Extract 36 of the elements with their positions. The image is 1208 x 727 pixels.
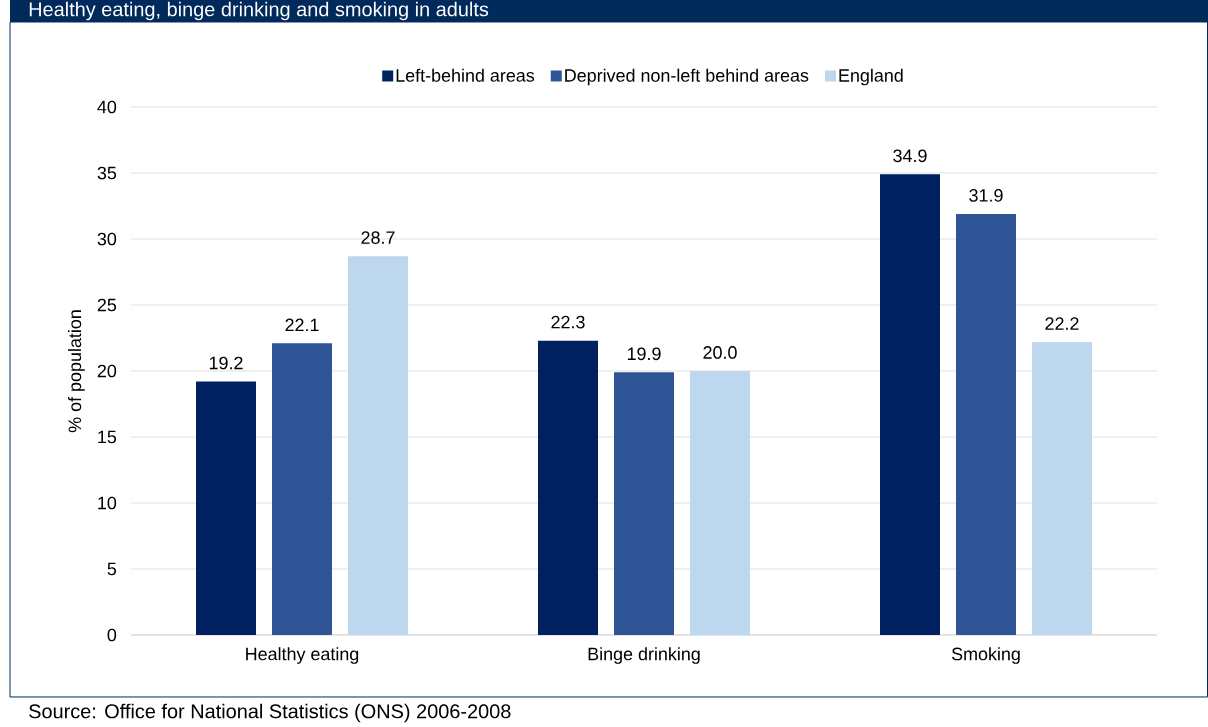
y-tick-label: 35 xyxy=(97,166,117,180)
x-tick-label: Smoking xyxy=(951,647,1020,664)
x-tick-label: Healthy eating xyxy=(246,647,359,664)
x-tick-label: Binge drinking xyxy=(588,647,700,664)
bar xyxy=(272,343,333,635)
y-tick-label: 40 xyxy=(97,100,117,114)
data-label: 31.9 xyxy=(969,189,1003,202)
bar xyxy=(1032,341,1092,635)
data-label: 20.0 xyxy=(703,346,737,359)
legend-label: Left-behind areas xyxy=(396,68,535,82)
y-tick-label: 0 xyxy=(107,628,117,642)
y-tick-label: 15 xyxy=(98,430,117,444)
bar xyxy=(196,381,257,635)
legend-label: Deprived non-left behind areas xyxy=(565,68,809,86)
bar xyxy=(690,370,750,635)
data-label: 22.2 xyxy=(1045,317,1079,330)
y-axis-title: % of population xyxy=(68,310,85,433)
bar xyxy=(538,340,599,635)
bar xyxy=(880,174,940,635)
y-tick-label: 30 xyxy=(97,232,117,246)
y-tick-label: 25 xyxy=(97,298,117,312)
y-tick-label: 5 xyxy=(107,562,117,576)
source-note: Source: Office for National Statistics (ONS) 2006-2008 xyxy=(29,703,511,723)
bar xyxy=(348,256,409,635)
y-tick-label: 10 xyxy=(98,496,117,510)
bar xyxy=(956,213,1016,635)
data-label: 19.9 xyxy=(627,347,661,361)
data-label: 28.7 xyxy=(361,231,395,244)
legend-label: England xyxy=(839,68,903,86)
y-tick-label: 20 xyxy=(97,364,117,378)
data-label: 19.2 xyxy=(209,356,243,370)
data-label: 22.1 xyxy=(285,318,319,332)
bar xyxy=(614,372,674,635)
data-label: 22.3 xyxy=(551,315,585,329)
data-label: 34.9 xyxy=(893,149,927,163)
chart-title: Healthy eating, binge drinking and smoking in adults xyxy=(29,1,489,21)
